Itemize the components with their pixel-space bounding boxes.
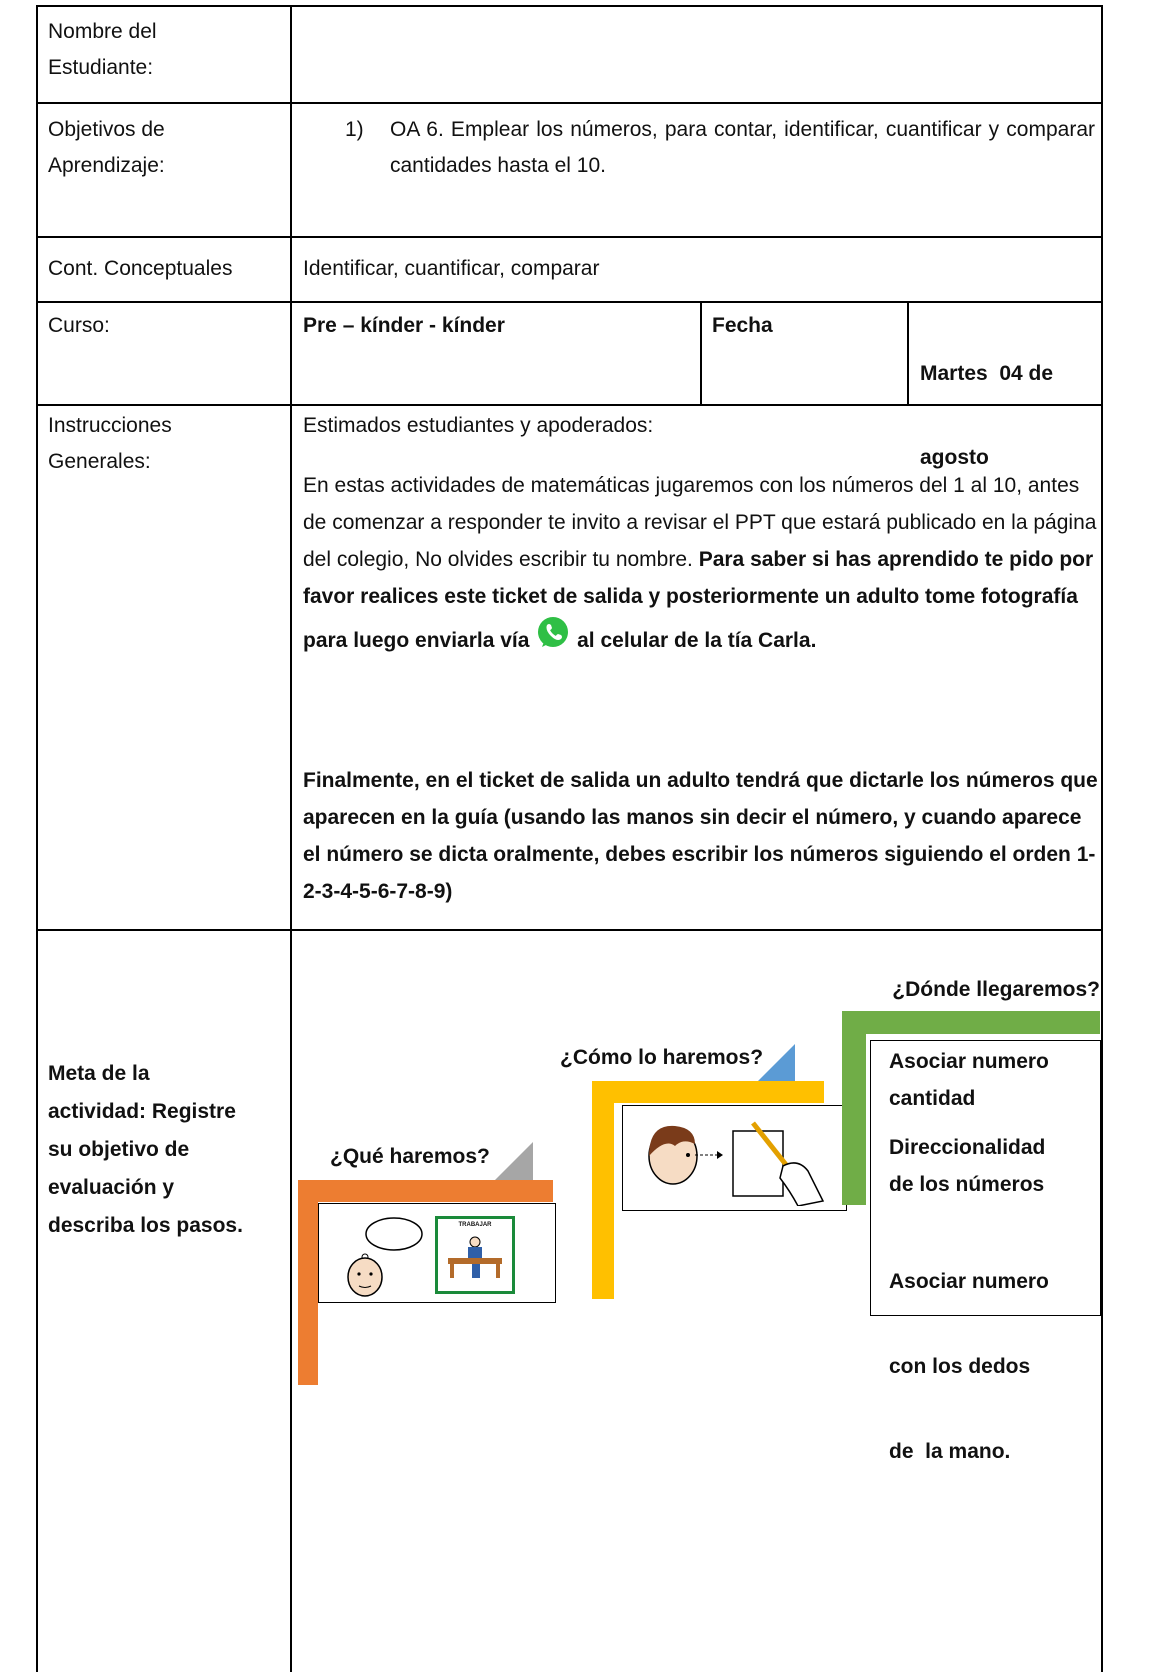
step-title: ¿Cómo lo haremos? xyxy=(560,1046,764,1069)
border xyxy=(907,301,909,405)
label: Meta de la actividad: Registre su objeti… xyxy=(48,1055,243,1245)
text-line: evaluación y xyxy=(48,1176,175,1199)
desk xyxy=(448,1258,502,1264)
border xyxy=(36,5,1103,7)
label: Cont. Conceptuales xyxy=(48,257,233,280)
step-frame xyxy=(298,1142,553,1385)
text-line: Direccionalidad xyxy=(889,1136,1046,1159)
text-line: Estudiante: xyxy=(48,56,154,79)
text-line: actividad: Registre xyxy=(48,1100,236,1123)
paper xyxy=(732,1130,784,1197)
head xyxy=(469,1236,481,1248)
border xyxy=(36,236,1103,238)
text-line: Asociar numero xyxy=(889,1050,1049,1073)
border xyxy=(36,404,1103,406)
pictogram-card: TRABAJAR xyxy=(318,1203,556,1303)
pictogram-card xyxy=(622,1105,847,1211)
pictogram: TRABAJAR xyxy=(435,1216,515,1294)
text-line: Aprendizaje: xyxy=(48,154,165,177)
pictogram-label: TRABAJAR xyxy=(458,1222,492,1228)
text-line: con los dedos xyxy=(889,1355,1031,1378)
eye xyxy=(369,1272,373,1276)
list-number: 1) xyxy=(345,118,364,141)
border xyxy=(36,929,1103,931)
icon-shape xyxy=(546,624,563,640)
desk xyxy=(450,1264,454,1278)
eye xyxy=(686,1153,690,1157)
desk xyxy=(448,1236,502,1278)
icon-shape xyxy=(542,639,551,647)
border xyxy=(36,102,1103,104)
goal-box: Asociar numero cantidad Direccionalidad … xyxy=(870,1040,1101,1463)
greeting: Estimados estudiantes y apoderados: xyxy=(303,414,654,437)
mouth xyxy=(358,1285,372,1288)
bar xyxy=(592,1081,614,1299)
text: En estas actividades de matemáticas juga… xyxy=(303,474,1097,571)
text-line: su objetivo de xyxy=(48,1138,190,1161)
text-line: de la mano. xyxy=(889,1440,1011,1463)
course: Pre – kínder - kínder xyxy=(303,314,505,337)
goal-item: Asociar numero con los dedos de la mano. xyxy=(889,1215,1100,1518)
desk xyxy=(496,1264,500,1278)
text: Identificar, cuantificar, comparar xyxy=(303,257,600,280)
text-line: Objetivos de xyxy=(48,118,165,141)
text-line: Meta de la xyxy=(48,1062,150,1085)
border xyxy=(1101,5,1103,1672)
triangle xyxy=(757,1044,795,1082)
paragraph: En estas actividades de matemáticas juga… xyxy=(303,467,1098,659)
hand xyxy=(779,1162,825,1206)
bar xyxy=(298,1180,318,1385)
text: al celular de la tía Carla. xyxy=(577,629,817,652)
write-pictogram xyxy=(648,1121,825,1206)
body xyxy=(468,1247,482,1261)
border xyxy=(700,301,702,405)
label: Fecha xyxy=(712,314,773,337)
triangle xyxy=(495,1142,533,1180)
text-line: describa los pasos. xyxy=(48,1214,243,1237)
goal-item: Direccionalidad de los números xyxy=(889,1129,1100,1203)
eye xyxy=(357,1272,361,1276)
bubble xyxy=(365,1217,423,1251)
paragraph: Finalmente, en el ticket de salida un ad… xyxy=(303,769,1098,903)
text-line: agosto xyxy=(920,446,989,469)
text-line: Nombre del xyxy=(48,20,157,43)
date: Martes 04 de agosto xyxy=(920,308,1053,500)
icon-shape xyxy=(538,617,569,647)
step-frame xyxy=(592,1044,824,1299)
goal-item: Asociar numero cantidad xyxy=(889,1043,1100,1117)
bar xyxy=(592,1081,824,1103)
bar xyxy=(842,1011,866,1205)
whatsapp-icon xyxy=(538,617,569,647)
face xyxy=(347,1257,383,1297)
label: Instrucciones Generales: xyxy=(48,408,172,480)
label: Objetivos de Aprendizaje: xyxy=(48,112,165,184)
text-line: de los números xyxy=(889,1173,1045,1196)
text-line: Martes 04 de xyxy=(920,362,1054,385)
hair xyxy=(649,1125,695,1156)
objective: OA 6. Emplear los números, para contar, … xyxy=(390,118,1095,177)
bar xyxy=(298,1180,553,1202)
text-line: Generales: xyxy=(48,450,151,473)
step-title: ¿Dónde llegaremos? xyxy=(892,978,1100,1001)
text-line: Instrucciones xyxy=(48,414,172,437)
bar xyxy=(842,1011,1100,1034)
pencil xyxy=(751,1121,793,1173)
border xyxy=(36,5,38,1672)
label: Nombre del Estudiante: xyxy=(48,14,157,86)
border xyxy=(36,301,1103,303)
text-line: cantidad xyxy=(889,1087,976,1110)
text-line: Asociar numero xyxy=(889,1270,1049,1293)
border xyxy=(290,5,292,1672)
label: Curso: xyxy=(48,314,110,337)
legs xyxy=(472,1264,480,1278)
step-frame xyxy=(842,1011,1100,1205)
step-title: ¿Qué haremos? xyxy=(330,1145,490,1168)
think-pictogram xyxy=(347,1217,423,1297)
arrow xyxy=(717,1151,723,1159)
text: Para saber si has aprendido te pido por … xyxy=(303,548,1094,652)
